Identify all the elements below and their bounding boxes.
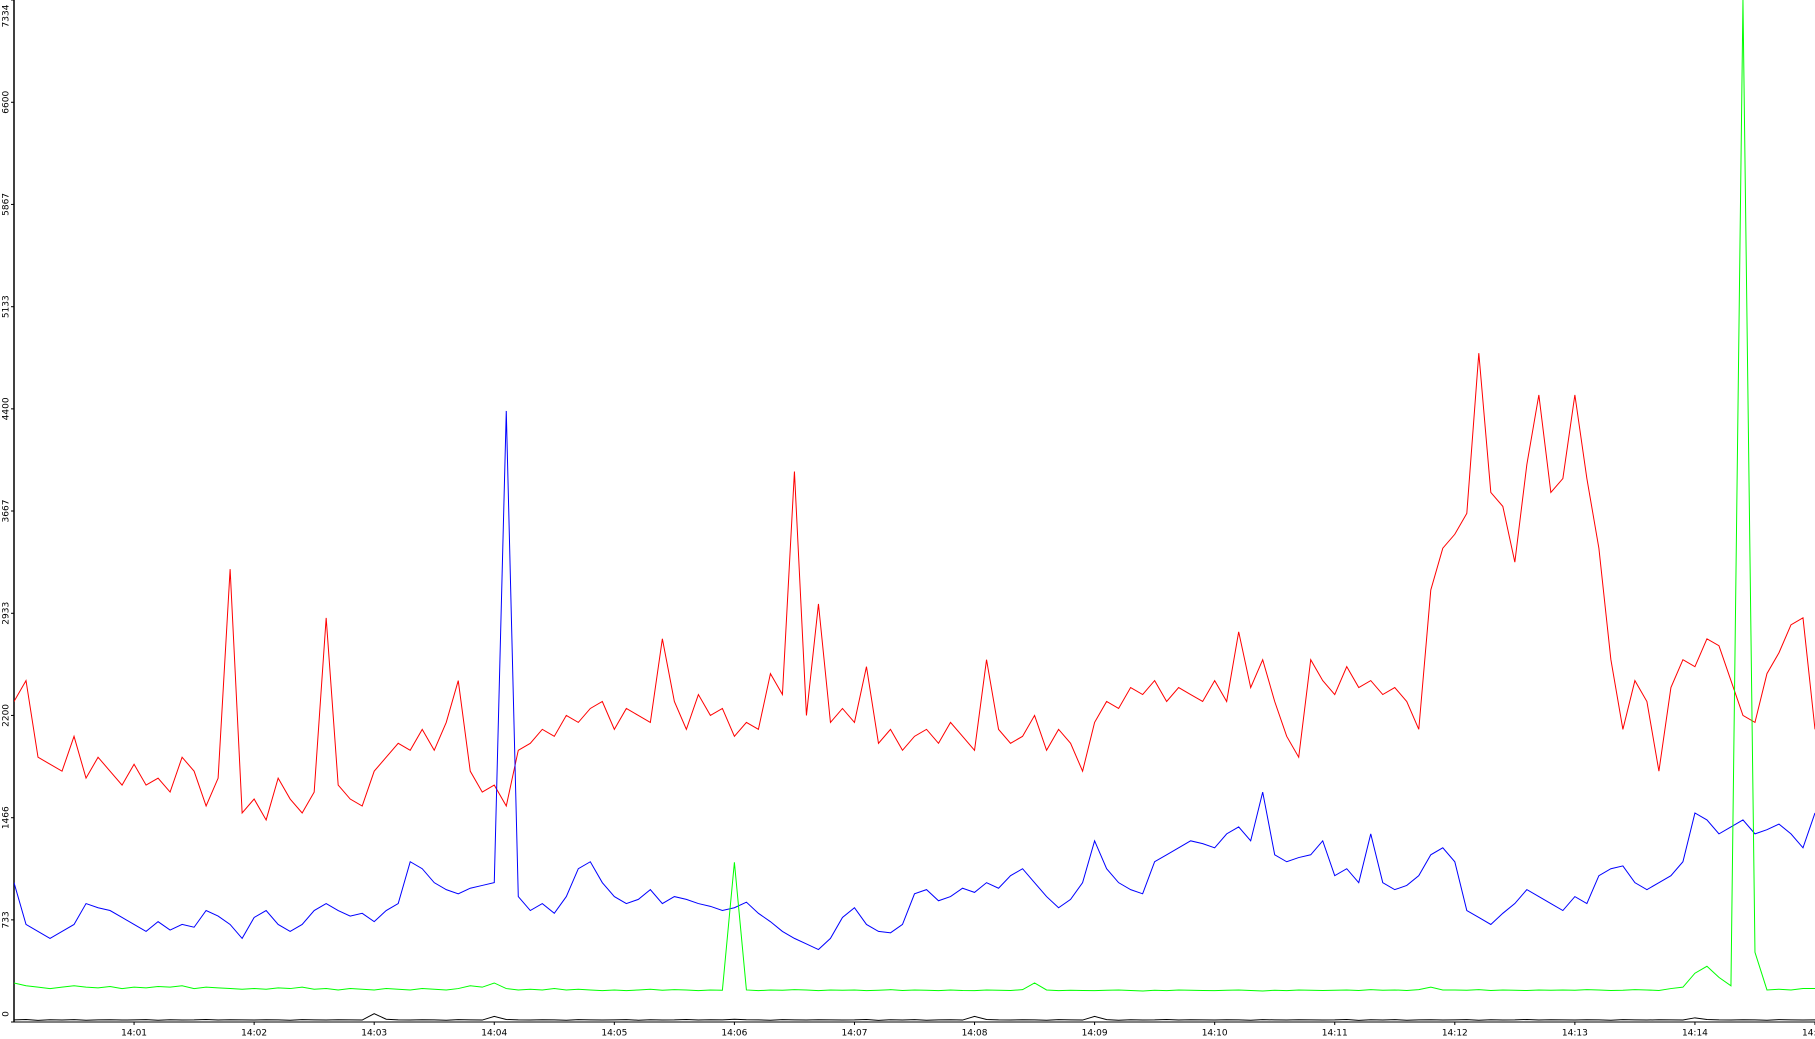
x-tick-label: 14:05 [601, 1029, 627, 1039]
x-tick-label: 14:04 [481, 1029, 507, 1039]
x-tick-label: 14:15 [1802, 1029, 1815, 1039]
x-tick-label: 14:09 [1082, 1029, 1108, 1039]
y-tick-label: 2200 [2, 704, 12, 727]
x-tick-label: 14:07 [841, 1029, 867, 1039]
x-tick-label: 14:02 [241, 1029, 267, 1039]
series-line [14, 353, 1815, 822]
y-tick-label: 1466 [2, 806, 12, 829]
y-tick-label: 4400 [2, 397, 12, 420]
x-tick-label: 14:03 [361, 1029, 387, 1039]
y-tick-label: 7334 [2, 4, 12, 27]
y-tick-label: 6600 [2, 91, 12, 114]
x-tick-label: 14:06 [721, 1029, 747, 1039]
x-tick-label: 14:13 [1562, 1029, 1588, 1039]
x-tick-label: 14:08 [962, 1029, 988, 1039]
x-tick-label: 14:14 [1682, 1029, 1708, 1039]
y-tick-label: 5133 [2, 295, 12, 318]
series-line [14, 1013, 1815, 1021]
series-line [14, 410, 1815, 951]
x-tick-label: 14:12 [1442, 1029, 1468, 1039]
y-tick-label: 5867 [2, 193, 12, 216]
x-tick-label: 14:10 [1202, 1029, 1228, 1039]
y-tick-label: 3667 [2, 500, 12, 523]
y-tick-label: 733 [2, 911, 12, 928]
y-tick-label: 2933 [2, 602, 12, 625]
series-line [14, 0, 1815, 992]
x-tick-label: 14:11 [1322, 1029, 1348, 1039]
y-tick-label: 0 [2, 1011, 12, 1017]
x-tick-label: 14:01 [121, 1029, 147, 1039]
